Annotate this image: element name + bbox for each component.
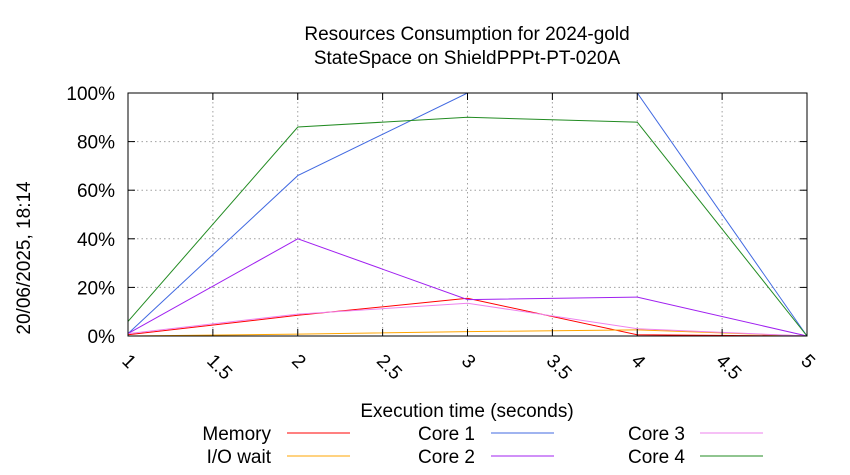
series-line-core-2 [127,238,808,337]
chart-title-line-1: Resources Consumption for 2024-gold [304,24,629,45]
legend-label-i-o-wait: I/O wait [207,447,272,468]
legend-label-core-4: Core 4 [628,447,685,468]
x-axis-label: Execution time (seconds) [360,401,573,422]
y-tick-label: 100% [66,84,115,105]
series-line-core-4 [127,116,808,337]
series-line-core-3 [127,302,808,337]
x-tick-label: 4.5 [712,351,746,385]
y-tick-label: 40% [77,230,115,251]
x-tick-label: 3.5 [542,351,576,385]
y-tick-label: 80% [77,133,115,154]
legend-label-core-3: Core 3 [628,424,685,445]
legend-label-core-2: Core 2 [418,447,475,468]
x-tick-label: 1.5 [202,351,236,385]
x-tick-label: 2 [287,351,309,373]
x-tick-label: 3 [457,351,479,373]
timestamp-label: 20/06/2025, 18:14 [14,181,35,335]
x-tick-label: 1 [117,351,139,373]
x-tick-label: 2.5 [372,351,406,385]
legend-label-memory: Memory [202,424,271,445]
y-tick-label: 60% [77,181,115,202]
y-tick-label: 0% [88,327,116,348]
legend-label-core-1: Core 1 [418,424,475,445]
y-axis-ticks: 0% 20% 40% 60% 80% 100% [66,84,807,348]
chart-title-line-2: StateSpace on ShieldPPPt-PT-020A [314,48,621,69]
x-tick-label: 5 [796,351,818,373]
y-tick-label: 20% [77,278,115,299]
grid [128,93,807,336]
series-line-memory [127,297,808,337]
x-tick-label: 4 [627,351,650,374]
